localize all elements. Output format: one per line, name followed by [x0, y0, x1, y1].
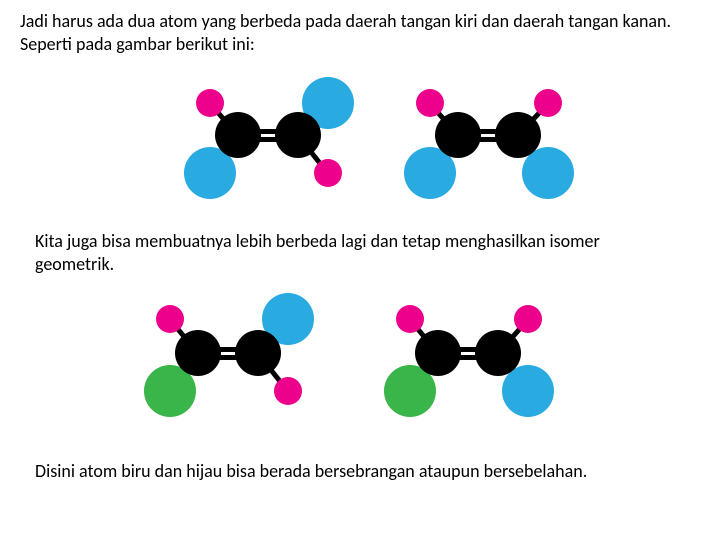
molecule-diagram: [390, 295, 550, 425]
paragraph-1: Jadi harus ada dua atom yang berbeda pad…: [20, 10, 680, 57]
magenta-atom: [156, 305, 184, 333]
blue-atom: [522, 147, 574, 199]
molecule-diagram: [150, 295, 310, 425]
paragraph-2: Kita juga bisa membuatnya lebih berbeda …: [35, 230, 675, 277]
carbon-atom: [175, 330, 221, 376]
magenta-atom: [396, 305, 424, 333]
magenta-atom: [534, 89, 562, 117]
magenta-atom: [416, 89, 444, 117]
magenta-atom: [314, 159, 342, 187]
carbon-atom: [235, 330, 281, 376]
magenta-atom: [196, 89, 224, 117]
magenta-atom: [514, 305, 542, 333]
molecule-diagram: [410, 85, 570, 215]
carbon-atom: [435, 112, 481, 158]
carbon-atom: [495, 112, 541, 158]
carbon-atom: [475, 330, 521, 376]
molecule-diagram: [190, 85, 350, 215]
paragraph-3: Disini atom biru dan hijau bisa berada b…: [35, 460, 675, 483]
magenta-atom: [274, 377, 302, 405]
carbon-atom: [215, 112, 261, 158]
molecule-row-1: [190, 85, 570, 215]
molecule-row-2: [150, 295, 550, 425]
blue-atom: [502, 365, 554, 417]
carbon-atom: [275, 112, 321, 158]
carbon-atom: [415, 330, 461, 376]
